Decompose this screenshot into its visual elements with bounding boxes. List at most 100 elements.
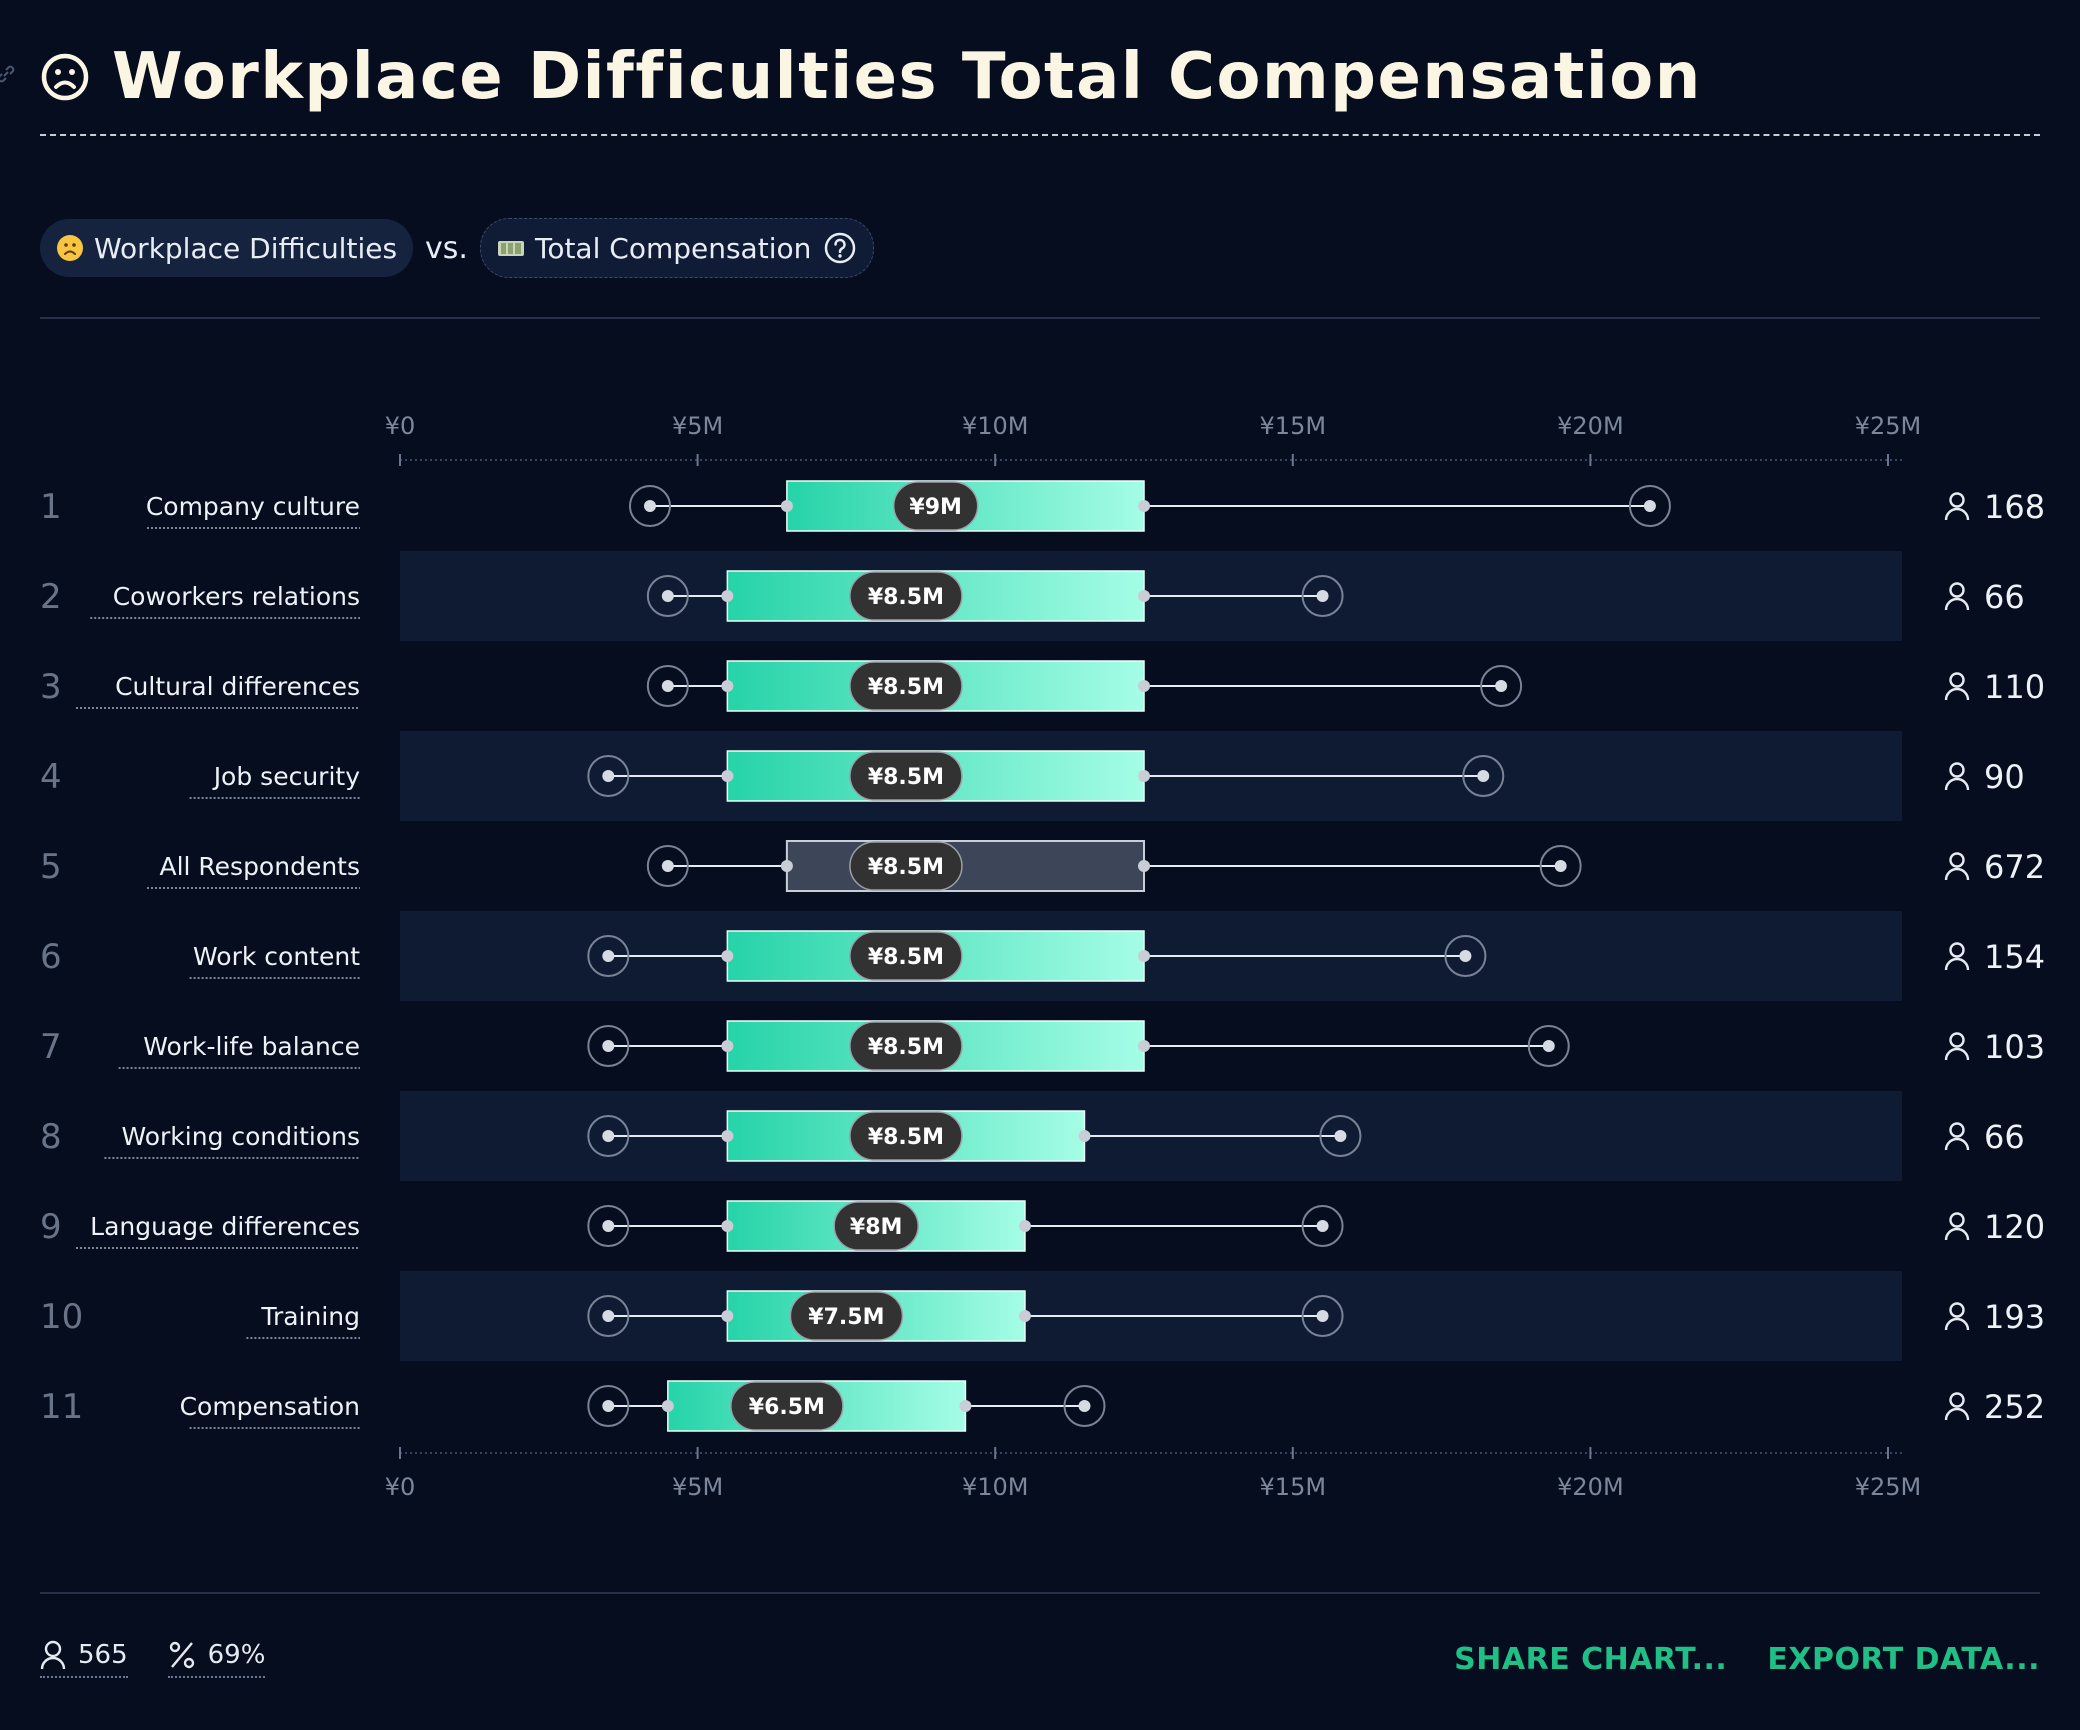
row-rank: 7: [40, 1027, 62, 1067]
title-divider: [40, 134, 2040, 136]
respondents-stat[interactable]: 565: [40, 1640, 128, 1678]
whisker-end-ring: [1301, 1295, 1344, 1337]
question-pill-right[interactable]: Total Compensation: [479, 218, 875, 278]
row-rank: 5: [40, 847, 62, 887]
x-tick-label: ¥20M: [1557, 412, 1624, 440]
whisker-end-dot: [1459, 950, 1472, 962]
boxplot-row[interactable]: 1 Company culture ¥9M 168: [40, 480, 2045, 532]
row-label[interactable]: Coworkers relations: [113, 582, 360, 611]
quartile-dot: [1138, 590, 1150, 602]
boxplot-row[interactable]: 7 Work-life balance ¥8.5M 103: [40, 1020, 2045, 1072]
question-pill-left[interactable]: Workplace Difficulties: [40, 219, 414, 277]
quartile-dot: [721, 1040, 734, 1052]
boxplot-row[interactable]: 10 Training ¥7.5M 193: [40, 1290, 2045, 1342]
x-tick-label: ¥0: [385, 412, 416, 440]
percent-icon: [169, 1641, 194, 1669]
quartile-dot: [661, 1400, 674, 1412]
boxplot-row[interactable]: 11 Compensation ¥6.5M 252: [40, 1380, 2045, 1432]
boxplot-chart: ¥0 ¥5M ¥10M ¥15M ¥20M ¥25M ¥0 ¥5M ¥10M ¥15M ¥20M ¥2…: [40, 412, 2045, 1501]
median-label: ¥8.5M: [868, 765, 944, 790]
row-rank: 10: [40, 1297, 83, 1337]
vs-label: vs.: [425, 230, 468, 266]
person-icon: [1944, 672, 1970, 701]
row-label[interactable]: Cultural differences: [115, 672, 360, 701]
whisker-end-dot: [1078, 1400, 1091, 1412]
whisker-end-dot: [1477, 770, 1490, 782]
boxplot-row[interactable]: 9 Language differences ¥8M 120: [40, 1200, 2045, 1252]
row-label[interactable]: Work content: [193, 942, 360, 971]
median-label: ¥9M: [909, 495, 962, 520]
quartile-dot: [1138, 770, 1150, 782]
median-label: ¥7.5M: [808, 1305, 884, 1330]
row-label[interactable]: Work-life balance: [143, 1032, 360, 1061]
whisker-end-ring: [1063, 1385, 1106, 1427]
whisker-end-ring: [1628, 485, 1671, 527]
whisker-end-ring: [1480, 665, 1523, 707]
quartile-dot: [721, 950, 734, 962]
median-pill: [892, 481, 979, 531]
row-label[interactable]: Company culture: [146, 492, 360, 521]
whisker-end-ring: [587, 1295, 630, 1337]
quartile-dot: [1138, 500, 1150, 512]
row-label[interactable]: Working conditions: [121, 1122, 360, 1151]
median-pill: [789, 1291, 904, 1341]
whisker-end-ring: [587, 935, 630, 977]
row-label[interactable]: Training: [260, 1302, 360, 1331]
row-label[interactable]: Language differences: [90, 1212, 360, 1241]
median-pill: [849, 661, 963, 711]
row-rank: 1: [40, 487, 62, 527]
respondents-count: 565: [78, 1640, 128, 1670]
boxplot-row[interactable]: 6 Work content ¥8.5M 154: [40, 930, 2045, 982]
person-icon: [1944, 1032, 1970, 1061]
row-label[interactable]: Compensation: [180, 1392, 360, 1421]
whisker-end-dot: [602, 770, 615, 782]
whisker-end-ring: [587, 755, 630, 797]
footer-stats: 565 69%: [40, 1640, 305, 1678]
quartile-dot: [1138, 860, 1150, 872]
row-rank: 6: [40, 937, 62, 977]
whisker-end-dot: [1316, 1310, 1329, 1322]
row-count: 168: [1984, 488, 2045, 526]
row-label[interactable]: All Respondents: [159, 852, 360, 881]
whisker-end-ring: [1301, 575, 1344, 617]
whisker-end-ring: [646, 575, 689, 617]
boxplot-row[interactable]: 4 Job security ¥8.5M 90: [40, 750, 2025, 802]
quartile-dot: [1138, 680, 1150, 692]
link-icon[interactable]: [0, 62, 18, 86]
whisker-end-dot: [1334, 1130, 1347, 1142]
whisker-end-dot: [661, 680, 674, 692]
person-icon: [1944, 1302, 1970, 1331]
person-icon: [1944, 1122, 1970, 1151]
iqr-box[interactable]: [785, 840, 1145, 892]
share-chart-button[interactable]: SHARE CHART...: [1454, 1642, 1728, 1677]
x-tick-label: ¥25M: [1855, 1473, 1922, 1501]
percent-stat[interactable]: 69%: [167, 1640, 266, 1678]
boxplot-row[interactable]: 2 Coworkers relations ¥8.5M 66: [40, 570, 2025, 622]
row-count: 252: [1984, 1388, 2045, 1426]
banknote-icon: [497, 241, 524, 256]
help-icon[interactable]: [823, 231, 857, 265]
boxplot-row[interactable]: 5 All Respondents ¥8.5M 672: [40, 840, 2045, 892]
x-tick-label: ¥5M: [672, 1473, 723, 1501]
question-pill-left-label: Workplace Difficulties: [94, 231, 398, 265]
export-data-button[interactable]: EXPORT DATA...: [1767, 1642, 2040, 1677]
x-tick-label: ¥15M: [1260, 412, 1327, 440]
section-divider-bottom: [40, 1592, 2040, 1594]
whisker-end-ring: [1539, 845, 1582, 887]
quartile-dot: [721, 680, 734, 692]
comparison-selector: Workplace Difficulties vs. Total Compens…: [40, 218, 875, 278]
whisker-end-ring: [646, 665, 689, 707]
section-divider-top: [40, 317, 2040, 319]
boxplot-row[interactable]: 8 Working conditions ¥8.5M 66: [40, 1110, 2025, 1162]
quartile-dot: [1018, 1310, 1031, 1322]
median-label: ¥8.5M: [868, 945, 944, 970]
median-pill: [849, 1021, 963, 1071]
row-rank: 2: [40, 577, 62, 617]
footer-actions: SHARE CHART... EXPORT DATA...: [1414, 1642, 2040, 1677]
row-label[interactable]: Job security: [212, 762, 361, 791]
person-icon: [1944, 1212, 1970, 1241]
boxplot-row[interactable]: 3 Cultural differences ¥8.5M 110: [40, 660, 2045, 712]
whisker-end-ring: [587, 1205, 630, 1247]
median-pill: [849, 751, 963, 801]
median-label: ¥8.5M: [868, 1035, 944, 1060]
